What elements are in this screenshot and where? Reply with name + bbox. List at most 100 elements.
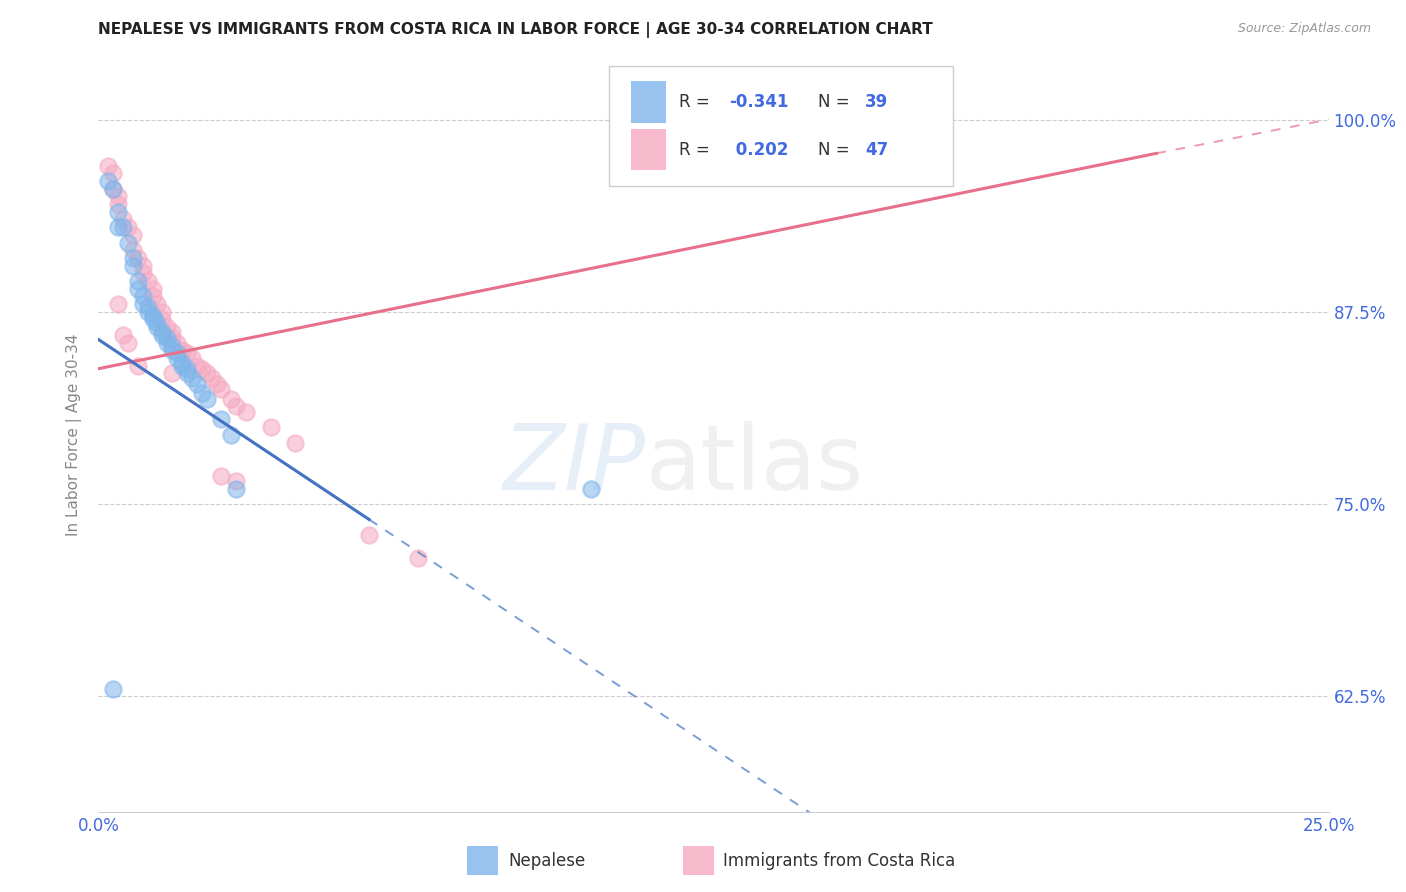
Y-axis label: In Labor Force | Age 30-34: In Labor Force | Age 30-34 bbox=[66, 334, 83, 536]
Bar bbox=[467, 847, 498, 875]
Point bbox=[152, 325, 174, 339]
Point bbox=[132, 289, 155, 303]
Point bbox=[211, 469, 233, 483]
Point bbox=[225, 474, 247, 488]
Point bbox=[132, 297, 155, 311]
Point bbox=[107, 204, 129, 219]
Point bbox=[201, 371, 224, 385]
Point bbox=[136, 305, 159, 319]
Point bbox=[211, 382, 233, 396]
Point bbox=[107, 189, 129, 203]
Point bbox=[103, 182, 125, 196]
Point bbox=[166, 351, 188, 365]
Point bbox=[172, 359, 194, 373]
Point bbox=[122, 251, 145, 265]
Bar bbox=[631, 128, 665, 170]
Point bbox=[112, 220, 135, 235]
Text: 0.202: 0.202 bbox=[730, 141, 787, 159]
Point bbox=[136, 300, 159, 314]
Point bbox=[260, 420, 283, 434]
Point bbox=[195, 392, 218, 407]
Point bbox=[156, 320, 179, 334]
Point bbox=[186, 359, 208, 373]
Point bbox=[117, 220, 139, 235]
Text: -0.341: -0.341 bbox=[730, 93, 789, 112]
Text: atlas: atlas bbox=[645, 421, 865, 509]
Point bbox=[107, 197, 129, 211]
Point bbox=[166, 335, 188, 350]
Point bbox=[142, 282, 165, 296]
Point bbox=[152, 312, 174, 326]
Point bbox=[142, 312, 165, 326]
Point bbox=[156, 335, 179, 350]
Point bbox=[221, 392, 243, 407]
Point bbox=[107, 220, 129, 235]
Point bbox=[146, 297, 169, 311]
Text: N =: N = bbox=[818, 141, 855, 159]
Text: Source: ZipAtlas.com: Source: ZipAtlas.com bbox=[1237, 22, 1371, 36]
Point bbox=[181, 371, 204, 385]
Point bbox=[122, 227, 145, 242]
Point bbox=[122, 259, 145, 273]
Point bbox=[359, 528, 381, 542]
Point bbox=[176, 361, 198, 376]
Point bbox=[127, 359, 149, 373]
Point bbox=[195, 367, 218, 381]
Point bbox=[97, 174, 120, 188]
Point bbox=[176, 367, 198, 381]
Point bbox=[408, 550, 430, 565]
Point bbox=[127, 282, 149, 296]
Point bbox=[205, 377, 228, 392]
Text: Immigrants from Costa Rica: Immigrants from Costa Rica bbox=[724, 852, 956, 870]
Text: R =: R = bbox=[679, 93, 716, 112]
Point bbox=[162, 367, 183, 381]
Text: 47: 47 bbox=[865, 141, 889, 159]
Point bbox=[136, 274, 159, 288]
Point bbox=[97, 159, 120, 173]
Point bbox=[103, 166, 125, 180]
Point bbox=[162, 331, 183, 345]
Point bbox=[117, 335, 139, 350]
Point bbox=[284, 435, 307, 450]
Point bbox=[146, 320, 169, 334]
Point bbox=[132, 266, 155, 280]
Point bbox=[225, 482, 247, 496]
Point bbox=[211, 412, 233, 426]
Point bbox=[142, 310, 165, 324]
Point bbox=[132, 259, 155, 273]
Point bbox=[176, 346, 198, 360]
Point bbox=[112, 212, 135, 227]
Point bbox=[181, 351, 204, 365]
Point bbox=[172, 343, 194, 358]
Text: ZIP: ZIP bbox=[503, 421, 645, 509]
Point bbox=[152, 305, 174, 319]
Text: 39: 39 bbox=[865, 93, 889, 112]
Point bbox=[112, 327, 135, 342]
Text: Nepalese: Nepalese bbox=[508, 852, 585, 870]
Point bbox=[166, 346, 188, 360]
Text: N =: N = bbox=[818, 93, 855, 112]
Point bbox=[162, 325, 183, 339]
Point bbox=[221, 428, 243, 442]
Point bbox=[162, 338, 183, 352]
Point bbox=[225, 399, 247, 413]
Point bbox=[127, 274, 149, 288]
Point bbox=[235, 405, 257, 419]
Point bbox=[103, 182, 125, 196]
Point bbox=[146, 316, 169, 330]
Point bbox=[579, 482, 602, 496]
Point bbox=[142, 289, 165, 303]
Bar bbox=[631, 81, 665, 123]
Point bbox=[186, 377, 208, 392]
Point bbox=[122, 244, 145, 258]
FancyBboxPatch shape bbox=[609, 65, 953, 186]
Point bbox=[156, 331, 179, 345]
Point bbox=[107, 297, 129, 311]
Point bbox=[172, 355, 194, 369]
Point bbox=[103, 681, 125, 696]
Point bbox=[152, 327, 174, 342]
Bar bbox=[683, 847, 714, 875]
Point bbox=[191, 361, 214, 376]
Text: R =: R = bbox=[679, 141, 716, 159]
Point bbox=[191, 386, 214, 401]
